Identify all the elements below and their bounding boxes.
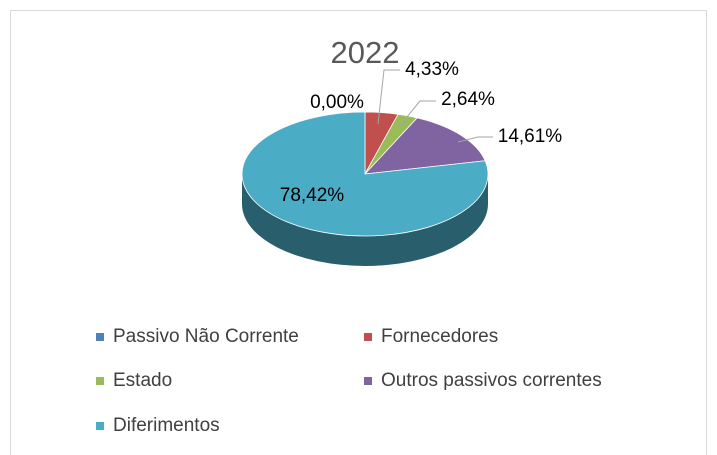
legend-marker: [364, 377, 372, 385]
pie: [241, 111, 489, 266]
legend-label: Outros passivos correntes: [381, 370, 602, 391]
data-label: 2,64%: [441, 89, 495, 110]
legend-label: Diferimentos: [113, 415, 220, 436]
chart-border: [10, 10, 707, 455]
slice: [363, 117, 486, 175]
legend-label: Estado: [113, 370, 172, 391]
legend-label: Passivo Não Corrente: [113, 326, 299, 347]
data-label: 0,00%: [310, 92, 364, 113]
legend-marker: [364, 333, 372, 341]
data-label: 14,61%: [498, 126, 563, 147]
legend-marker: [96, 377, 104, 385]
legend-label: Fornecedores: [381, 326, 498, 347]
data-label: 78,42%: [280, 185, 345, 206]
legend-marker: [96, 422, 104, 430]
chart-title: 2022: [331, 35, 400, 70]
leader-line: [377, 69, 400, 125]
leader-line: [397, 100, 436, 129]
slice-side: [242, 174, 488, 266]
data-label: 4,33%: [405, 59, 459, 80]
legend-marker: [96, 333, 104, 341]
slice: [241, 111, 489, 237]
leader-line: [457, 136, 493, 143]
